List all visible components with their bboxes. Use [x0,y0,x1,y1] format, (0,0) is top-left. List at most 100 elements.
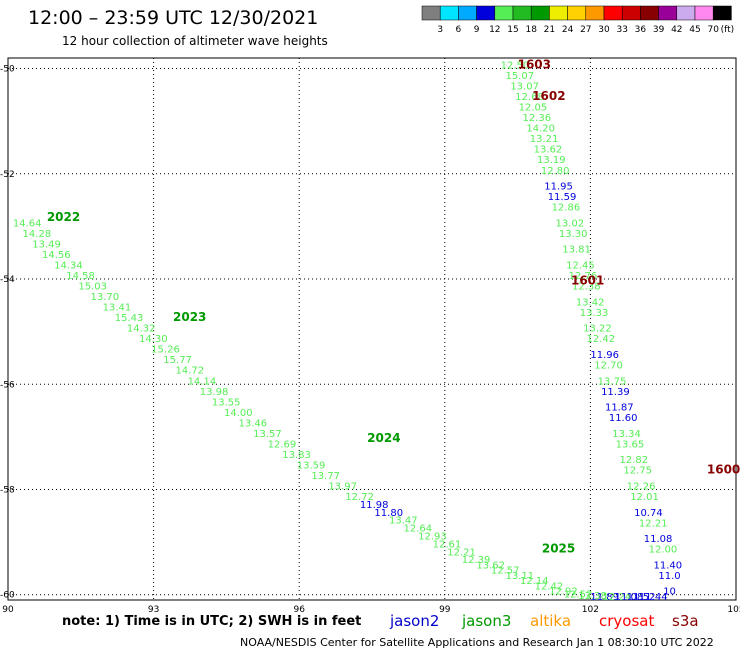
colorbar-swatch [621,5,641,21]
swh-data-label: 12.36 [522,113,551,124]
colorbar-tick-label: 27 [580,25,591,35]
swh-data-label: 13.46 [239,418,268,429]
swh-data-label: 13.59 [297,460,326,471]
swh-data-label: 12.45 [566,260,595,271]
track-number-label: 1601 [571,273,604,287]
swh-data-label: 12.61 [433,539,462,550]
x-tick-label: 96 [293,605,305,615]
colorbar-swatch [421,5,441,21]
swh-data-label: 12.93 [418,531,447,542]
colorbar-swatch [658,5,678,21]
colorbar-swatch [512,5,532,21]
swh-data-label: 13.49 [32,239,61,250]
swh-data-label: 13.30 [559,229,588,240]
track-number-label: 2022 [47,210,80,224]
x-tick-label: 93 [148,605,159,615]
swh-data-label: 13.07 [510,82,539,93]
swh-data-label: 10.74 [634,508,663,519]
colorbar-tick-label: 70 [707,25,719,35]
swh-data-label: 13.33 [580,308,609,319]
swh-data-label: 12.42 [535,581,564,592]
swh-data-label: 13.70 [91,292,120,303]
colorbar-swatch [585,5,605,21]
colorbar-tick-label: 45 [689,25,700,35]
track-number-label: 1603 [518,58,551,72]
swh-data-label: 10 [663,587,676,598]
swh-data-label: 12.75 [623,466,652,477]
satellite-legend-item: jason3 [461,612,511,630]
swh-data-label: 12.80 [541,166,570,177]
swh-data-label: 13.81 [562,245,591,256]
x-tick-label: 99 [439,605,451,615]
colorbar-swatch [494,5,514,21]
swh-data-label: 12.70 [594,360,623,371]
colorbar-swatch [458,5,477,21]
swh-data-label: 12.52 [564,589,593,600]
swh-data-label: 12.00 [649,545,678,556]
swh-data-label: 13.83 [282,450,311,461]
swh-data-label: 11.59 [548,192,577,203]
satellite-legend-item: s3a [672,612,699,630]
swh-data-label: 14.30 [139,334,168,345]
colorbar-tick-label: 24 [562,25,574,35]
colorbar-tick-label: 18 [525,25,537,35]
swh-data-label: 11.95 [544,182,573,193]
swh-data-label: 12.14 [520,576,549,587]
colorbar-swatch [567,5,587,21]
y-tick-label: -56 [0,380,15,390]
y-tick-label: -52 [0,170,15,180]
swh-data-label: 12.57 [491,566,520,577]
swh-data-label: 13.62 [534,145,563,156]
colorbar-swatch [530,5,550,21]
swh-data-label: 14.20 [526,124,555,135]
colorbar-unit: (ft) [721,25,735,35]
grid-lines [8,58,736,600]
x-tick-labels: 90 93 96 99 102 105 [2,605,740,615]
swh-data-label: 12.38 [572,282,601,293]
swh-data-label: 12.92 [549,587,578,598]
swh-data-label: 12.50 [501,61,530,72]
swh-data-label: 13.38 [578,591,607,602]
swh-data-label: 15.26 [151,345,180,356]
colorbar-tick-label: 36 [635,25,647,35]
swh-data-label: 12.42 [587,334,616,345]
y-tick-label: -50 [0,65,15,75]
swh-data-label: 13.57 [253,429,282,440]
plot-border [7,57,737,601]
swh-data-label: 11.60 [609,413,638,424]
colorbar-swatch [694,5,714,21]
swh-data-label: 12.68 [515,92,544,103]
colorbar-tick-label: 12 [489,25,500,35]
swh-data-label: 11.87 [605,403,634,414]
swh-data-label: 11.98 [360,500,389,511]
footer-credit: NOAA/NESDIS Center for Satellite Applica… [240,636,714,649]
swh-data-label: 12.82 [620,455,649,466]
colorbar-swatch [640,5,659,21]
satellite-legend-item: jason2 [389,612,439,630]
swh-data-label: 13.65 [616,439,645,450]
colorbar-tick-label: 6 [456,25,462,35]
colorbar-swatch [439,5,459,21]
colorbar-tick-label: 30 [598,25,610,35]
swh-data-label: 12.01 [630,492,659,503]
y-tick-label: -60 [0,591,15,601]
swh-data-label: 12.26 [627,481,656,492]
swh-data-label: 13.22 [583,324,612,335]
swh-data-label: 13.11 [505,571,534,582]
swh-data-label: 12.69 [268,439,297,450]
swh-data-label: 14.34 [54,260,83,271]
swh-data-label: 11.08 [615,592,644,603]
swh-data-label: 14.28 [23,229,52,240]
colorbar-tick-label: 9 [474,25,480,35]
swh-data-label: 13.19 [537,155,566,166]
track-number-label: 2024 [367,431,400,445]
swh-data-label: 13.41 [103,303,132,314]
swh-data-label: 15.03 [78,282,107,293]
colorbar-swatch [549,5,568,21]
track-labels: 1603 1602 1601 1600 2022 2023 2024 2025 [47,58,740,556]
colorbar-tick-label: 39 [653,25,665,35]
satellite-legend: jason2 jason3 altika cryosat s3a [389,612,699,630]
swh-data-label: 12.64 [404,524,433,535]
track-number-label: 2023 [173,310,206,324]
swh-data-label: 14.00 [224,408,253,419]
